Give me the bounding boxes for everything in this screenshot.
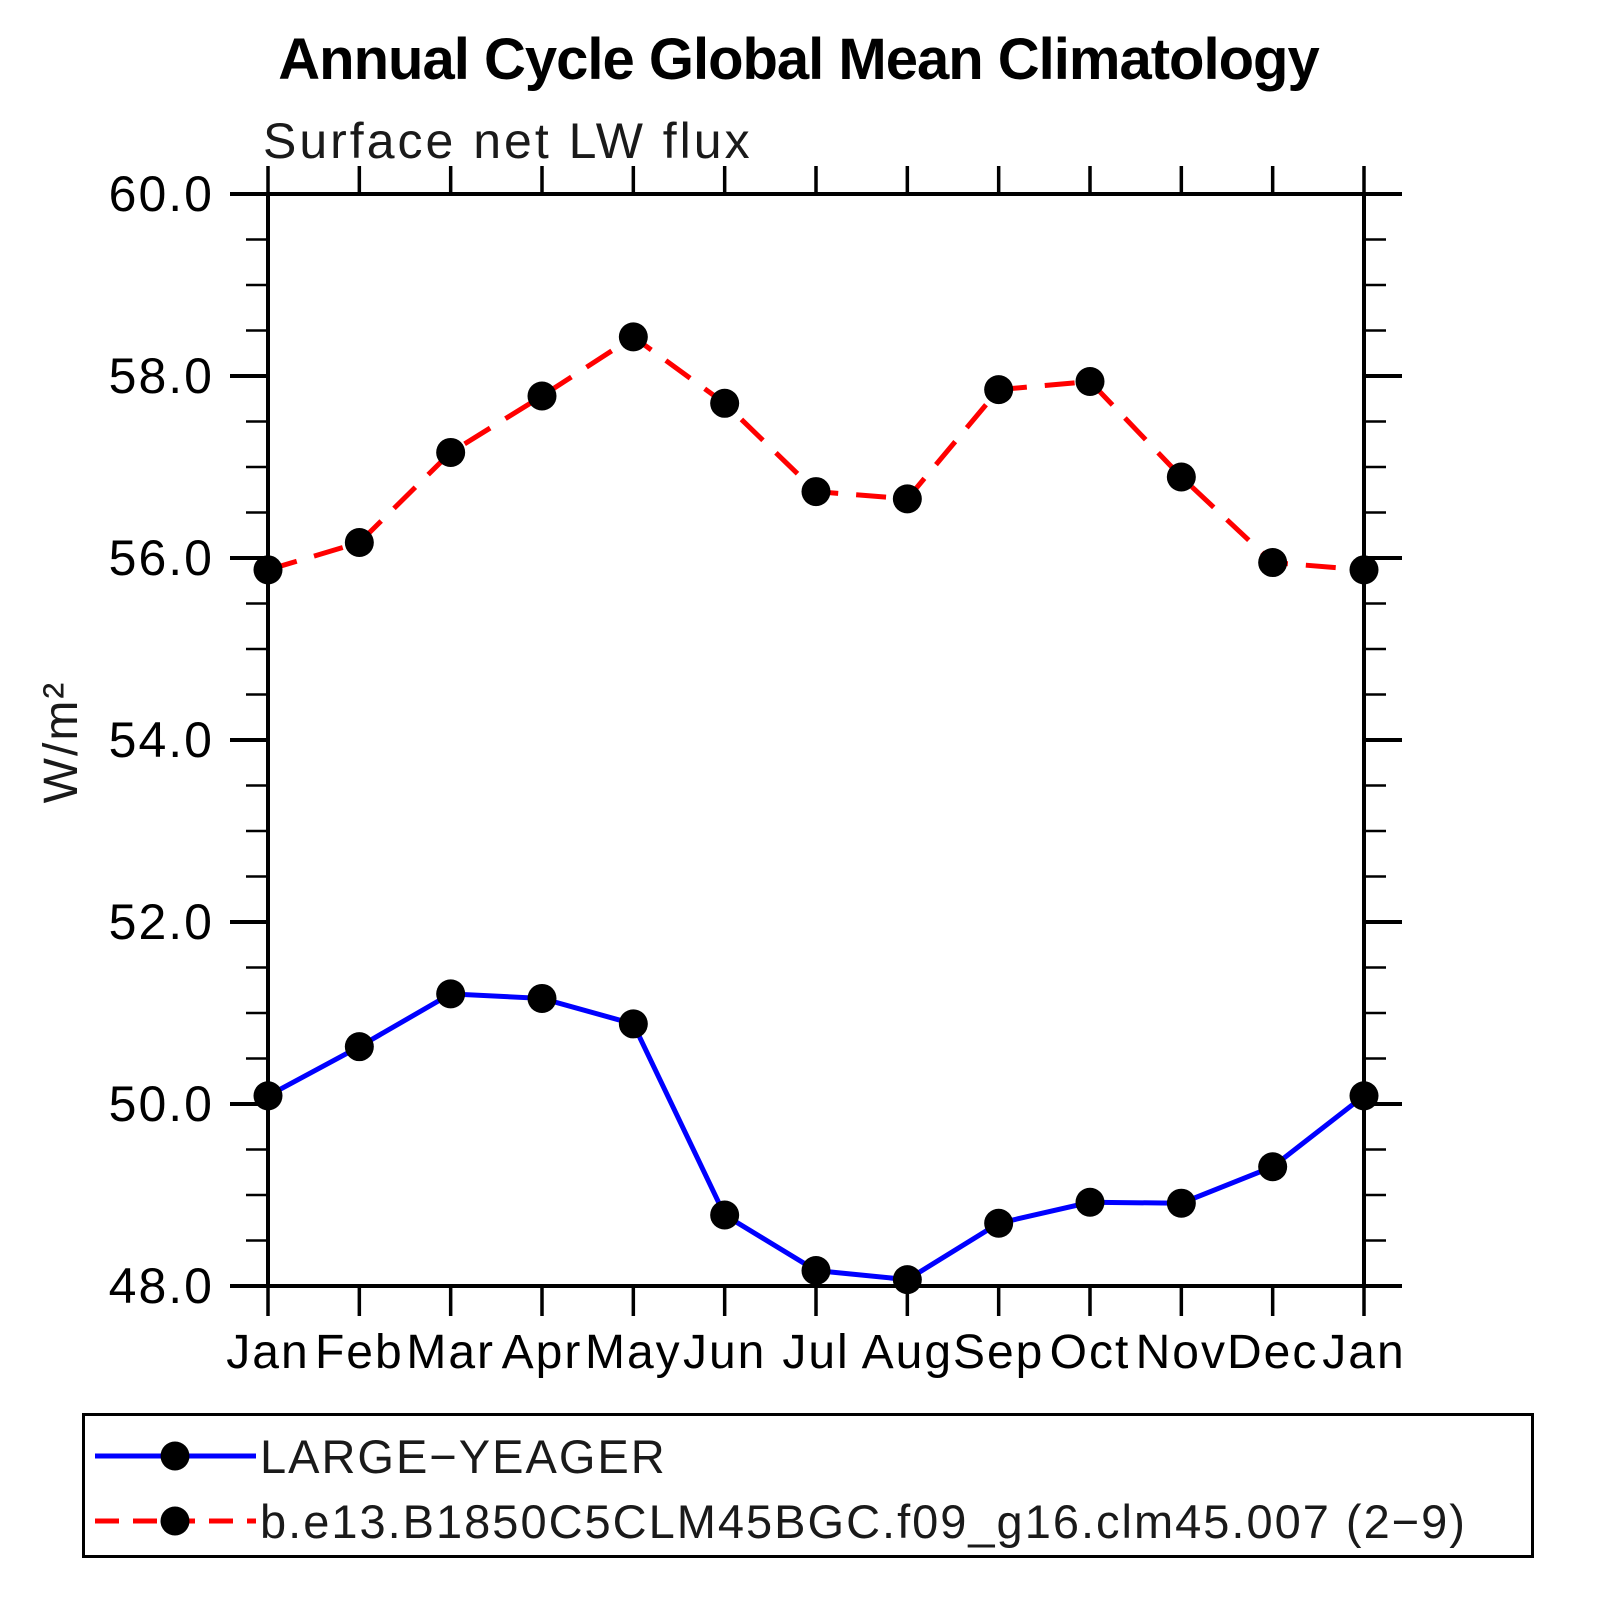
data-point xyxy=(618,1009,648,1039)
legend-sample-dot xyxy=(160,1506,190,1536)
y-tick-label: 54.0 xyxy=(109,712,214,768)
legend-label: LARGE−YEAGER xyxy=(260,1429,667,1483)
legend-line-sample-solid xyxy=(95,1441,256,1471)
legend-line-sample-dashed xyxy=(95,1506,256,1536)
data-point xyxy=(984,375,1014,405)
x-tick-label: Aug xyxy=(862,1326,953,1379)
x-tick-label: Mar xyxy=(406,1326,495,1379)
data-point xyxy=(984,1208,1014,1238)
x-tick-label: Sep xyxy=(953,1326,1044,1379)
x-tick-label: Feb xyxy=(315,1326,404,1379)
data-point xyxy=(1075,1187,1105,1217)
chart-subtitle: Surface net LW flux xyxy=(263,113,753,169)
x-tick-label: Jan xyxy=(1322,1326,1405,1379)
data-point xyxy=(344,528,374,558)
y-tick-label: 58.0 xyxy=(109,348,214,404)
data-point xyxy=(710,388,740,418)
plot-frame xyxy=(266,192,1366,1288)
data-point xyxy=(892,484,922,514)
x-tick-label: Nov xyxy=(1136,1326,1227,1379)
data-point xyxy=(527,983,557,1013)
data-point xyxy=(436,437,466,467)
legend-sample-dot xyxy=(160,1441,190,1471)
x-tick-label: Apr xyxy=(502,1326,583,1379)
data-point xyxy=(801,477,831,507)
series-line-0 xyxy=(266,991,1366,1283)
y-tick-label: 50.0 xyxy=(109,1076,214,1132)
data-point xyxy=(527,381,557,411)
y-tick-label: 48.0 xyxy=(109,1258,214,1314)
legend-label: b.e13.B1850C5CLM45BGC.f09_g16.clm45.007 … xyxy=(260,1494,1467,1548)
x-tick-label: Oct xyxy=(1050,1326,1131,1379)
data-point xyxy=(1258,548,1288,578)
data-point xyxy=(253,555,283,585)
x-tick-label: May xyxy=(585,1326,682,1379)
data-point xyxy=(344,1032,374,1062)
x-tick-label: Jan xyxy=(226,1326,309,1379)
legend-entry-model-run: b.e13.B1850C5CLM45BGC.f09_g16.clm45.007 … xyxy=(93,1491,1467,1551)
y-tick-label: 52.0 xyxy=(109,894,214,950)
data-point xyxy=(1258,1152,1288,1182)
data-point xyxy=(1349,1081,1379,1111)
data-point xyxy=(892,1265,922,1295)
legend: LARGE−YEAGER b.e13.B1850C5CLM45BGC.f09_g… xyxy=(82,1413,1534,1558)
data-point xyxy=(1075,366,1105,396)
x-tick-label: Jun xyxy=(683,1326,766,1379)
data-point xyxy=(710,1200,740,1230)
data-point xyxy=(1166,462,1196,492)
data-point xyxy=(253,1081,283,1111)
y-tick-label: 60.0 xyxy=(109,166,214,222)
legend-entry-large-yeager: LARGE−YEAGER xyxy=(93,1426,667,1486)
data-point xyxy=(1349,555,1379,585)
data-point xyxy=(436,979,466,1009)
data-point xyxy=(618,322,648,352)
data-point xyxy=(1166,1188,1196,1218)
chart-title: Annual Cycle Global Mean Climatology xyxy=(278,27,1319,92)
data-point xyxy=(801,1256,831,1286)
y-tick-label: 56.0 xyxy=(109,530,214,586)
x-tick-label: Dec xyxy=(1227,1326,1318,1379)
x-tick-label: Jul xyxy=(782,1326,849,1379)
series-line-1 xyxy=(267,333,1365,573)
